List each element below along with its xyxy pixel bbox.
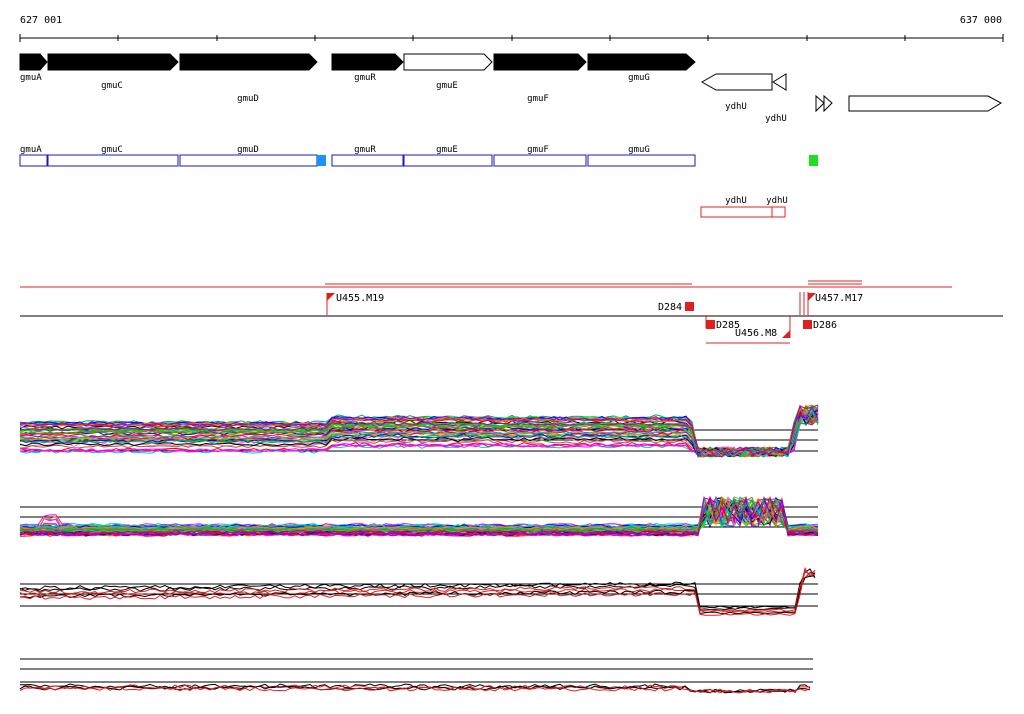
- gene-label: ydhU: [765, 114, 787, 124]
- green-marker: [809, 155, 818, 166]
- gene-label: gmuA: [20, 73, 42, 83]
- gene-arrow[interactable]: [403, 53, 493, 71]
- annotation-label: gmuF: [527, 145, 549, 155]
- feature-label: U455.M19: [336, 293, 384, 304]
- expression-trace: [19, 405, 819, 458]
- promoter-flag: [808, 293, 816, 301]
- feature-label: D284: [658, 302, 682, 313]
- gene-arrow[interactable]: [493, 53, 587, 71]
- annotation-box[interactable]: [179, 154, 318, 167]
- gene-label: gmuR: [354, 73, 376, 83]
- terminator-marker: [706, 320, 715, 329]
- gene-label: gmuF: [527, 94, 549, 104]
- annotation-box[interactable]: [587, 154, 696, 167]
- expression-trace: [19, 404, 819, 458]
- expression-trace: [19, 411, 819, 458]
- annotation-box[interactable]: [700, 206, 773, 218]
- promoter-flag: [782, 330, 790, 338]
- gene-track: gmuA gmuC gmuD gmuR gmuE gmuF gmuG ydhU …: [19, 53, 1003, 124]
- expression-trace: [19, 404, 819, 458]
- expression-trace: [19, 495, 819, 534]
- expression-trace: [19, 497, 819, 533]
- expression-trace: [19, 571, 816, 612]
- expression-trace: [19, 410, 819, 458]
- gene-arrow[interactable]: [587, 53, 696, 71]
- expression-trace: [19, 412, 819, 458]
- coordinate-ruler: 627 001 637 000: [19, 15, 1004, 42]
- annotation-box[interactable]: [493, 154, 587, 167]
- gene-labels: gmuA gmuC gmuD gmuR gmuE gmuF gmuG ydhU …: [20, 73, 787, 124]
- feature-track: U455.M19 D284 D285 U456.M8 D286 U457.M17: [20, 280, 1003, 344]
- expression-trace: [19, 566, 816, 613]
- gene-arrow[interactable]: [700, 73, 773, 91]
- gene-label: gmuD: [237, 94, 259, 104]
- expression-trace: [19, 575, 816, 615]
- expression-trace: [19, 406, 819, 457]
- promoter-flag: [327, 293, 335, 301]
- annotation-label: gmuG: [628, 145, 650, 155]
- gene-arrow[interactable]: [815, 94, 825, 113]
- expression-trace: [19, 568, 816, 611]
- expression-trace: [19, 416, 819, 457]
- feature-label: U457.M17: [815, 293, 863, 304]
- expression-trace: [19, 408, 819, 458]
- annotation-label: gmuA: [20, 145, 42, 155]
- ruler-ticks: [19, 34, 1004, 42]
- annotation-box[interactable]: [331, 154, 404, 167]
- feature-label: D285: [716, 320, 740, 331]
- expression-trace: [19, 496, 819, 528]
- gene-arrow[interactable]: [47, 53, 179, 71]
- annotation-track: gmuA gmuC gmuD gmuR gmuE gmuF gmuG ydhU …: [19, 145, 818, 218]
- ruler-start-label: 627 001: [20, 15, 62, 26]
- annotation-label: gmuR: [354, 145, 376, 155]
- gene-label: gmuG: [628, 73, 650, 83]
- gene-arrow[interactable]: [772, 73, 787, 91]
- blue-marker: [317, 155, 326, 166]
- expression-trace: [19, 411, 819, 458]
- expression-trace: [19, 498, 819, 536]
- annotation-label: ydhU: [725, 196, 747, 206]
- expression-trace: [19, 413, 819, 457]
- annotation-label: gmuC: [101, 145, 123, 155]
- expression-profiles: [19, 404, 819, 694]
- annotation-label: gmuE: [436, 145, 458, 155]
- gene-arrow[interactable]: [179, 53, 318, 71]
- expression-trace: [19, 408, 819, 458]
- expression-trace: [19, 569, 816, 616]
- gene-arrow[interactable]: [823, 94, 833, 113]
- ruler-end-label: 637 000: [960, 15, 1002, 26]
- expression-trace: [19, 686, 811, 694]
- gene-arrow[interactable]: [848, 95, 1003, 112]
- gene-label: gmuC: [101, 81, 123, 91]
- annotation-label: gmuD: [237, 145, 259, 155]
- expression-trace: [19, 685, 811, 694]
- terminator-marker: [685, 302, 694, 311]
- annotation-box[interactable]: [403, 154, 493, 167]
- gene-arrow[interactable]: [331, 53, 404, 71]
- annotation-box[interactable]: [47, 154, 179, 167]
- expression-trace: [20, 495, 819, 531]
- annotation-box[interactable]: [19, 154, 48, 167]
- annotation-label: ydhU: [766, 196, 788, 206]
- terminator-marker: [803, 320, 812, 329]
- expression-trace: [19, 498, 818, 528]
- feature-label: D286: [813, 320, 837, 331]
- feature-label: U456.M8: [735, 328, 777, 339]
- annotation-box[interactable]: [771, 206, 786, 218]
- expression-trace: [19, 496, 819, 529]
- expression-trace: [19, 495, 819, 537]
- gene-label: ydhU: [725, 102, 747, 112]
- gene-arrow[interactable]: [19, 53, 48, 71]
- gene-label: gmuE: [436, 81, 458, 91]
